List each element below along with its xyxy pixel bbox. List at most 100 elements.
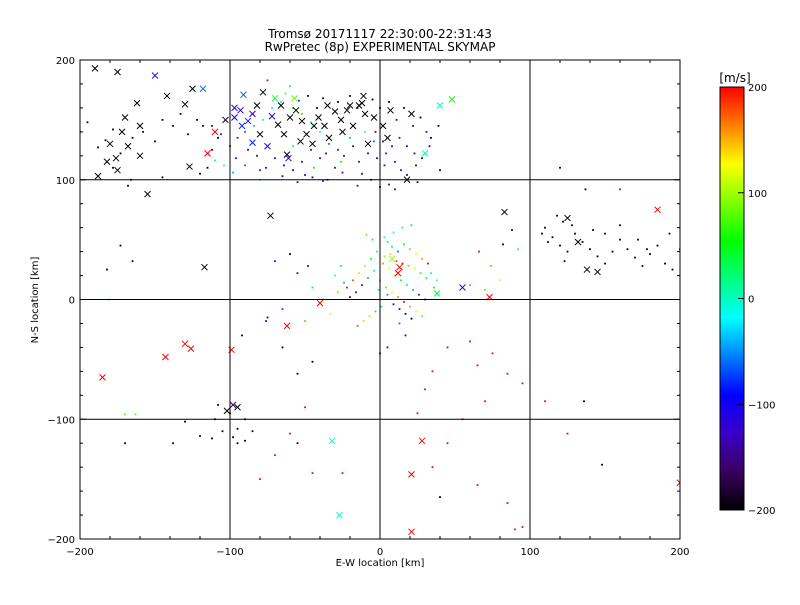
data-point	[322, 97, 324, 100]
data-point	[259, 478, 261, 481]
data-point	[199, 435, 201, 437]
data-point	[380, 305, 383, 308]
data-cross	[418, 437, 426, 445]
data-point	[301, 112, 303, 115]
data-point	[281, 308, 284, 310]
data-cross	[324, 102, 331, 109]
data-point	[499, 279, 501, 282]
data-cross	[408, 470, 415, 478]
data-point	[436, 279, 438, 282]
data-point	[244, 130, 246, 133]
data-cross	[459, 284, 466, 291]
data-point	[142, 130, 144, 133]
data-cross	[433, 290, 441, 297]
data-point	[601, 463, 603, 466]
data-cross	[114, 68, 121, 76]
data-cross	[181, 100, 189, 108]
data-point	[283, 164, 285, 167]
data-point	[119, 152, 122, 155]
data-cross	[133, 99, 141, 107]
data-cross	[298, 117, 306, 125]
data-cross	[274, 121, 282, 129]
data-point	[394, 188, 396, 191]
data-point	[619, 238, 621, 241]
data-cross	[253, 102, 261, 109]
data-point	[247, 148, 249, 151]
data-point	[86, 121, 89, 124]
data-point	[236, 427, 239, 430]
data-cross	[211, 128, 219, 136]
data-point	[406, 284, 408, 287]
data-point	[281, 346, 284, 349]
x-axis-ticks: −200 −100 0 100 200	[66, 60, 690, 558]
data-point	[221, 430, 224, 433]
data-point	[401, 262, 404, 265]
data-cross	[204, 150, 211, 157]
data-point	[646, 248, 648, 251]
data-point	[395, 118, 398, 121]
data-cross	[343, 106, 351, 114]
data-point	[382, 140, 384, 143]
data-cross	[315, 114, 322, 121]
data-cross	[436, 102, 444, 109]
data-cross	[501, 208, 508, 216]
data-point	[349, 136, 351, 139]
data-point	[349, 95, 351, 97]
data-cross	[121, 114, 129, 121]
data-point	[392, 303, 395, 306]
y-tick-label: 200	[56, 56, 75, 67]
data-point	[307, 95, 309, 97]
data-point	[404, 312, 407, 315]
data-cross	[283, 322, 291, 330]
data-cross	[264, 142, 271, 150]
data-point	[430, 136, 432, 139]
data-point	[421, 157, 423, 160]
data-cross	[124, 142, 132, 150]
data-point	[403, 300, 405, 303]
data-point	[406, 145, 408, 148]
data-point	[476, 364, 479, 367]
data-cross	[181, 340, 189, 348]
data-point	[490, 265, 492, 267]
data-cross	[91, 65, 99, 72]
data-cross	[199, 85, 207, 93]
colorbar-tick-label: −200	[748, 506, 775, 517]
data-point	[340, 265, 342, 267]
data-point	[583, 400, 585, 403]
data-cross	[408, 110, 415, 118]
data-point	[253, 124, 255, 127]
data-point	[131, 136, 134, 139]
data-cross	[309, 140, 316, 148]
data-point	[398, 322, 401, 325]
data-cross	[349, 122, 357, 130]
data-point	[262, 118, 264, 121]
data-point	[421, 315, 423, 318]
data-point	[596, 255, 599, 258]
data-point	[404, 334, 407, 337]
data-cross	[106, 140, 114, 148]
data-point	[476, 484, 479, 487]
data-point	[211, 124, 213, 127]
data-point	[563, 260, 566, 263]
data-point	[284, 92, 287, 95]
data-point	[304, 406, 306, 409]
data-point	[232, 171, 234, 174]
data-point	[386, 293, 389, 296]
data-cross	[94, 172, 102, 180]
data-point	[421, 257, 423, 260]
data-cross	[676, 479, 680, 487]
data-point	[439, 169, 441, 172]
data-point	[413, 152, 416, 155]
data-point	[289, 85, 291, 88]
data-point	[559, 244, 561, 247]
y-tick-label: −100	[48, 415, 75, 426]
data-point	[619, 188, 621, 191]
data-cross	[303, 130, 310, 138]
data-point	[358, 160, 360, 163]
data-cross	[222, 116, 229, 124]
data-cross	[448, 96, 456, 103]
data-point	[325, 152, 327, 155]
data-point	[244, 164, 246, 167]
data-point	[389, 253, 392, 255]
data-cross	[387, 106, 394, 114]
